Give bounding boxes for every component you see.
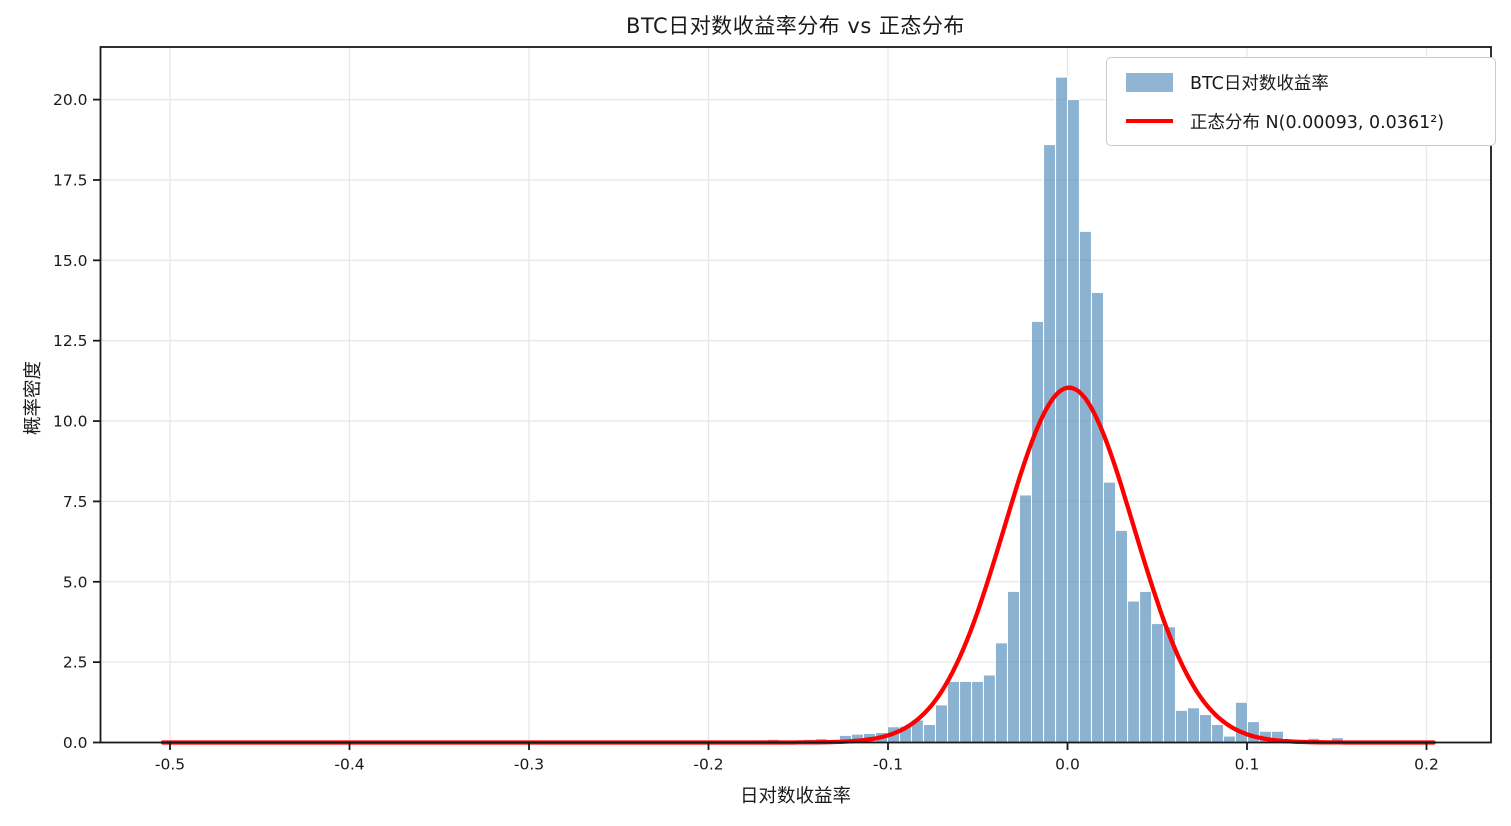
gridlines	[100, 47, 1491, 743]
histogram-bar	[1103, 481, 1117, 743]
axes-frame	[99, 46, 1492, 744]
histogram-bar	[1127, 600, 1141, 743]
histogram-bar	[947, 680, 961, 743]
histogram-bar	[1006, 590, 1020, 743]
x-tick-label: -0.2	[693, 756, 723, 774]
histogram-bar	[982, 674, 996, 743]
y-tick-label: 7.5	[63, 493, 88, 511]
chart-title: BTC日对数收益率分布 vs 正态分布	[626, 14, 965, 38]
histogram-bar	[1090, 291, 1104, 743]
tick-labels: -0.5 -0.4 -0.3 -0.2 -0.1 0.0 0.1 0.2 0.0 2.5 5.0 7.…	[53, 91, 1439, 773]
y-tick-label: 10.0	[53, 413, 88, 431]
legend-label-normal-curve: 正态分布 N(0.00093, 0.0361²)	[1190, 112, 1445, 133]
x-tick-label: -0.3	[514, 756, 544, 774]
y-tick-label: 17.5	[53, 171, 88, 189]
legend: BTC日对数收益率 正态分布 N(0.00093, 0.0361²)	[1106, 57, 1496, 146]
histogram-bars	[168, 76, 1344, 744]
histogram-bar	[1211, 724, 1225, 743]
x-tick-label: 0.0	[1055, 756, 1080, 774]
x-tick-label: 0.1	[1235, 756, 1260, 774]
histogram-bar	[1187, 707, 1201, 744]
histogram-bar	[1043, 144, 1057, 744]
histogram-bar	[935, 704, 948, 744]
tick-marks	[93, 98, 1428, 750]
histogram-bar	[1115, 529, 1129, 744]
histogram-swatch	[1126, 72, 1173, 92]
histogram-bar	[1199, 714, 1213, 744]
normal-curve	[160, 385, 1436, 745]
histogram-bar	[1055, 76, 1069, 744]
histogram-bar	[1078, 230, 1092, 743]
histogram-bar	[1234, 701, 1248, 744]
histogram-bar	[1019, 494, 1032, 744]
legend-item-histogram: BTC日对数收益率	[1117, 67, 1485, 97]
x-tick-label: -0.4	[334, 756, 364, 774]
histogram-bar	[1150, 623, 1164, 743]
histogram-bar	[994, 642, 1008, 743]
histogram-bar	[1066, 99, 1080, 744]
y-tick-label: 15.0	[53, 252, 88, 270]
histogram-bar	[1174, 709, 1188, 743]
y-tick-label: 5.0	[63, 573, 88, 591]
y-tick-label: 0.0	[63, 734, 88, 752]
histogram-bar	[1222, 735, 1236, 744]
histogram-bar	[1139, 590, 1153, 743]
histogram-bar	[1031, 320, 1045, 743]
histogram-bar	[959, 680, 973, 743]
y-tick-label: 20.0	[53, 91, 88, 109]
legend-label-histogram: BTC日对数收益率	[1190, 73, 1329, 94]
normal-curve-line-sample	[1126, 119, 1173, 123]
histogram-bar	[922, 724, 936, 743]
y-tick-label: 2.5	[63, 654, 88, 672]
x-axis-label: 日对数收益率	[739, 786, 851, 807]
x-tick-label: -0.5	[155, 756, 185, 774]
y-axis-label: 概率密度	[23, 361, 44, 436]
x-tick-label: 0.2	[1414, 756, 1439, 774]
histogram-bar	[971, 680, 985, 743]
legend-item-normal-curve: 正态分布 N(0.00093, 0.0361²)	[1117, 106, 1485, 136]
x-tick-label: -0.1	[873, 756, 903, 774]
y-tick-label: 12.5	[53, 332, 88, 350]
